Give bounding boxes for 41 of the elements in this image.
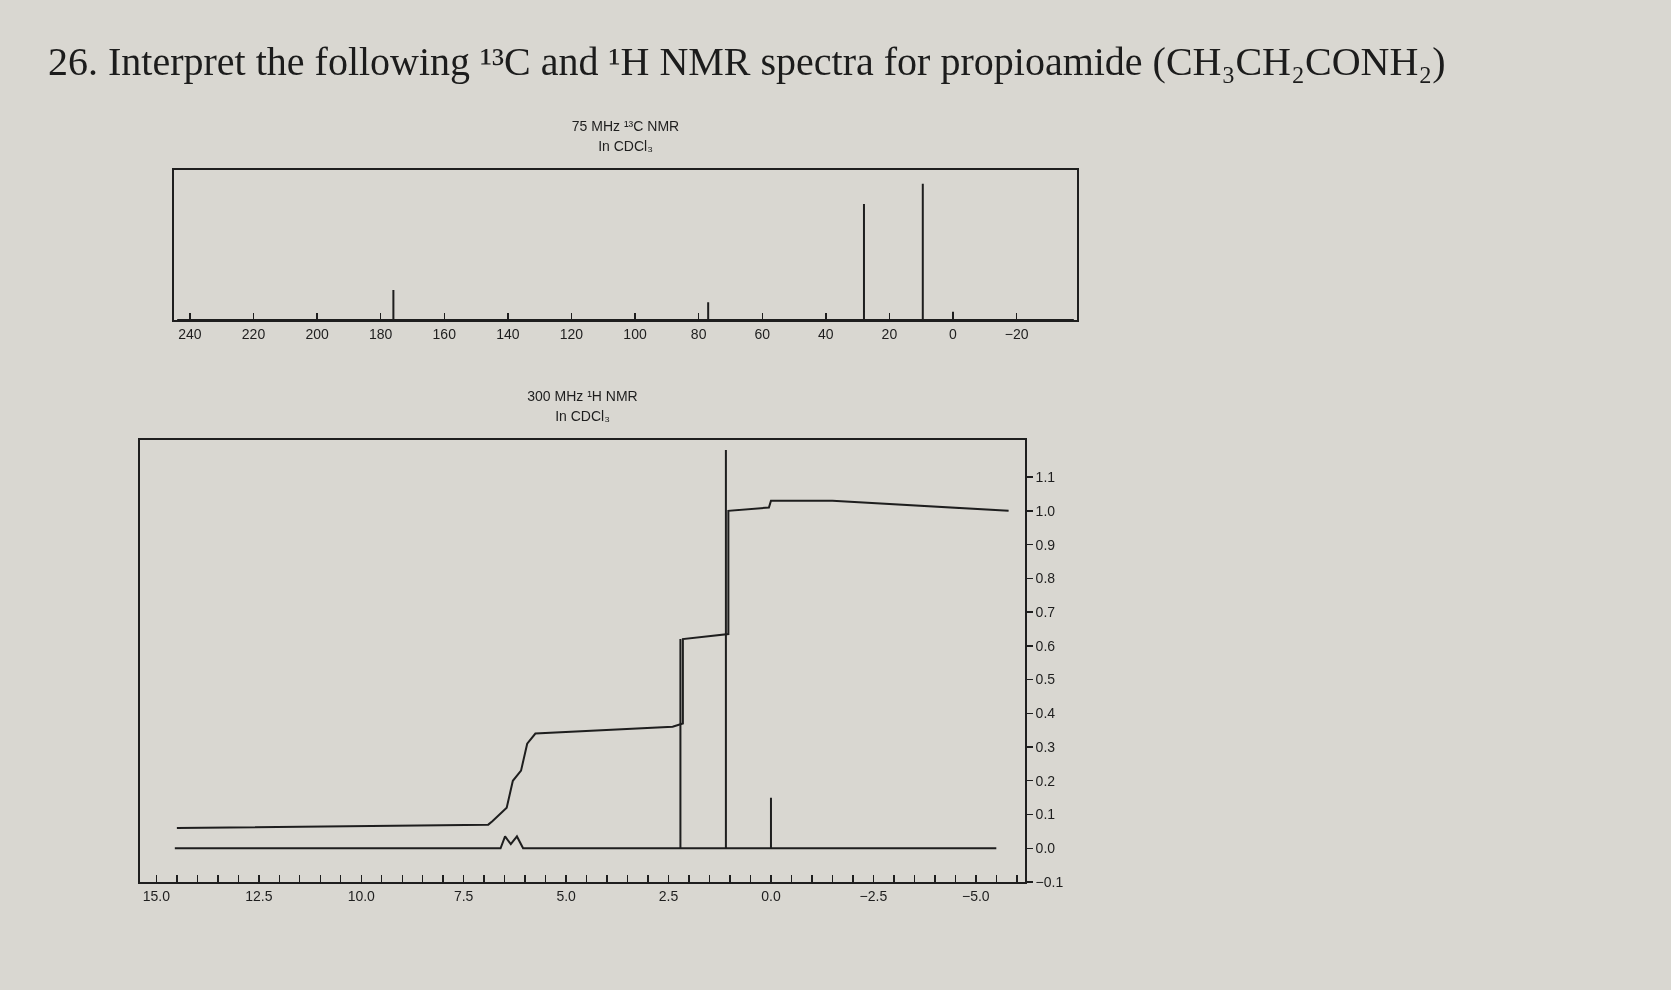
- y-tick-label: 0.1: [1035, 806, 1056, 823]
- x-tick-label: 140: [496, 325, 520, 342]
- x-tick-label: −2.5: [859, 887, 888, 904]
- x-tick-label: −20: [1004, 325, 1029, 342]
- text: 26. Interpret the following ¹³C and ¹H NMR spectra for propioamide (CH₃CH₂CONH₂): [48, 38, 1446, 85]
- x-tick-label: 0.0: [761, 887, 781, 904]
- chart-title: 75 MHz ¹³C NMR: [571, 118, 680, 134]
- x-tick-label: 2.5: [658, 887, 679, 904]
- x-tick-label: 12.5: [245, 887, 273, 904]
- x-tick-label: 7.5: [453, 887, 474, 904]
- x-tick-label: 15.0: [142, 887, 171, 904]
- y-tick-label: 0.5: [1035, 671, 1056, 688]
- x-tick-label: 160: [432, 325, 457, 342]
- y-tick-label: 0.6: [1035, 637, 1056, 654]
- x-tick-label: 100: [623, 325, 647, 342]
- y-tick-label: 0.7: [1035, 603, 1056, 620]
- chart-subtitle: In CDCl₃: [598, 138, 653, 154]
- x-tick-label: 10.0: [347, 887, 376, 904]
- y-tick-label: 1.1: [1035, 469, 1056, 486]
- x-tick-label: 120: [559, 325, 584, 342]
- x-tick-label: 180: [368, 325, 393, 342]
- x-tick-label: −5.0: [962, 887, 990, 904]
- y-tick-label: 0.3: [1035, 738, 1056, 755]
- x-tick-label: 5.0: [556, 887, 577, 904]
- x-tick-label: 0: [949, 325, 958, 342]
- y-tick-label: 0.4: [1035, 705, 1056, 722]
- x-tick-label: 240: [178, 325, 202, 342]
- x-tick-label: 80: [690, 325, 707, 342]
- x-tick-label: 220: [241, 325, 266, 342]
- y-tick-label: 0.0: [1035, 840, 1056, 857]
- y-tick-label: −0.1: [1035, 873, 1064, 890]
- x-tick-label: 60: [754, 325, 771, 342]
- y-tick-label: 0.2: [1035, 772, 1056, 789]
- chart-title: 300 MHz ¹H NMR: [527, 388, 638, 404]
- x-tick-label: 40: [818, 325, 834, 342]
- chart-subtitle: In CDCl₃: [555, 408, 610, 424]
- y-tick-label: 0.9: [1035, 536, 1056, 553]
- x-tick-label: 20: [881, 325, 898, 342]
- x-tick-label: 200: [305, 325, 329, 342]
- y-tick-label: 0.8: [1035, 570, 1056, 587]
- y-tick-label: 1.0: [1035, 502, 1056, 519]
